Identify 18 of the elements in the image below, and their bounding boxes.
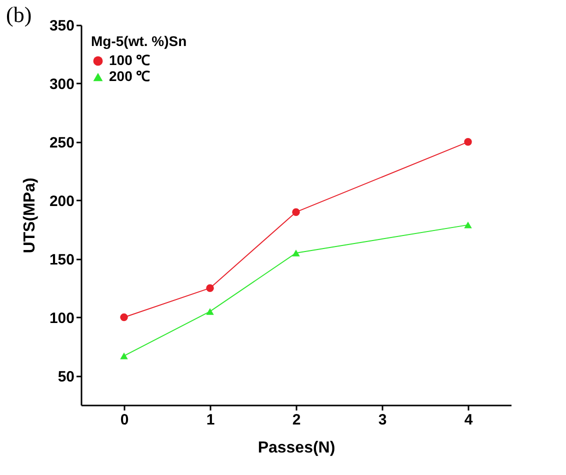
legend-label: 100 ℃ bbox=[109, 52, 150, 68]
legend-label: 200 ℃ bbox=[109, 68, 150, 84]
y-axis-title: UTS(MPa) bbox=[21, 178, 38, 254]
y-tick-label: 300 bbox=[49, 76, 74, 93]
x-tick-label: 2 bbox=[292, 412, 301, 428]
y-tick-label: 150 bbox=[49, 251, 74, 268]
text: (b) bbox=[6, 2, 32, 28]
x-tick-label: 0 bbox=[120, 412, 129, 428]
x-tick-label: 1 bbox=[206, 412, 215, 428]
x-axis-title: Passes(N) bbox=[258, 440, 336, 456]
y-tick-label: 50 bbox=[58, 368, 74, 386]
x-tick-label: 3 bbox=[378, 412, 387, 428]
y-tick-label: 200 bbox=[49, 192, 74, 210]
legend-title: Mg-5(wt. %)Sn bbox=[91, 33, 187, 49]
y-tick-label: 100 bbox=[49, 310, 74, 327]
y-tick-label: 350 bbox=[49, 18, 74, 34]
y-tick-label: 250 bbox=[49, 134, 74, 152]
x-tick-label: 4 bbox=[464, 412, 474, 428]
